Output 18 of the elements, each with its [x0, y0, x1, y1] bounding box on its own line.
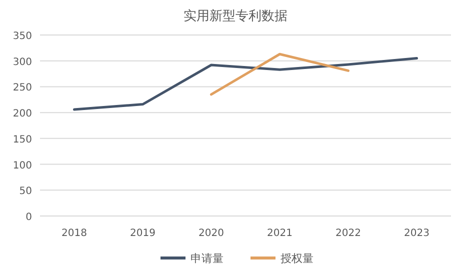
- y-tick-label: 100: [12, 160, 32, 172]
- x-tick-label: 2022: [336, 228, 361, 239]
- y-tick-label: 250: [12, 82, 32, 94]
- chart-title: 实用新型专利数据: [184, 9, 288, 24]
- y-tick-label: 350: [12, 31, 32, 42]
- y-tick-label: 200: [12, 108, 32, 120]
- legend-label: 授权量: [280, 252, 314, 265]
- x-tick-label: 2018: [62, 228, 87, 239]
- x-tick-label: 2019: [130, 228, 156, 239]
- y-tick-label: 300: [12, 56, 32, 68]
- x-tick-label: 2023: [404, 228, 430, 239]
- y-tick-label: 0: [26, 212, 32, 223]
- line-series: [73, 57, 418, 111]
- legend-label: 申请量: [190, 252, 224, 265]
- y-tick-label: 50: [19, 186, 32, 198]
- y-tick-label: 150: [12, 134, 32, 146]
- x-tick-label: 2021: [267, 228, 292, 239]
- x-tick-label: 2020: [198, 228, 224, 239]
